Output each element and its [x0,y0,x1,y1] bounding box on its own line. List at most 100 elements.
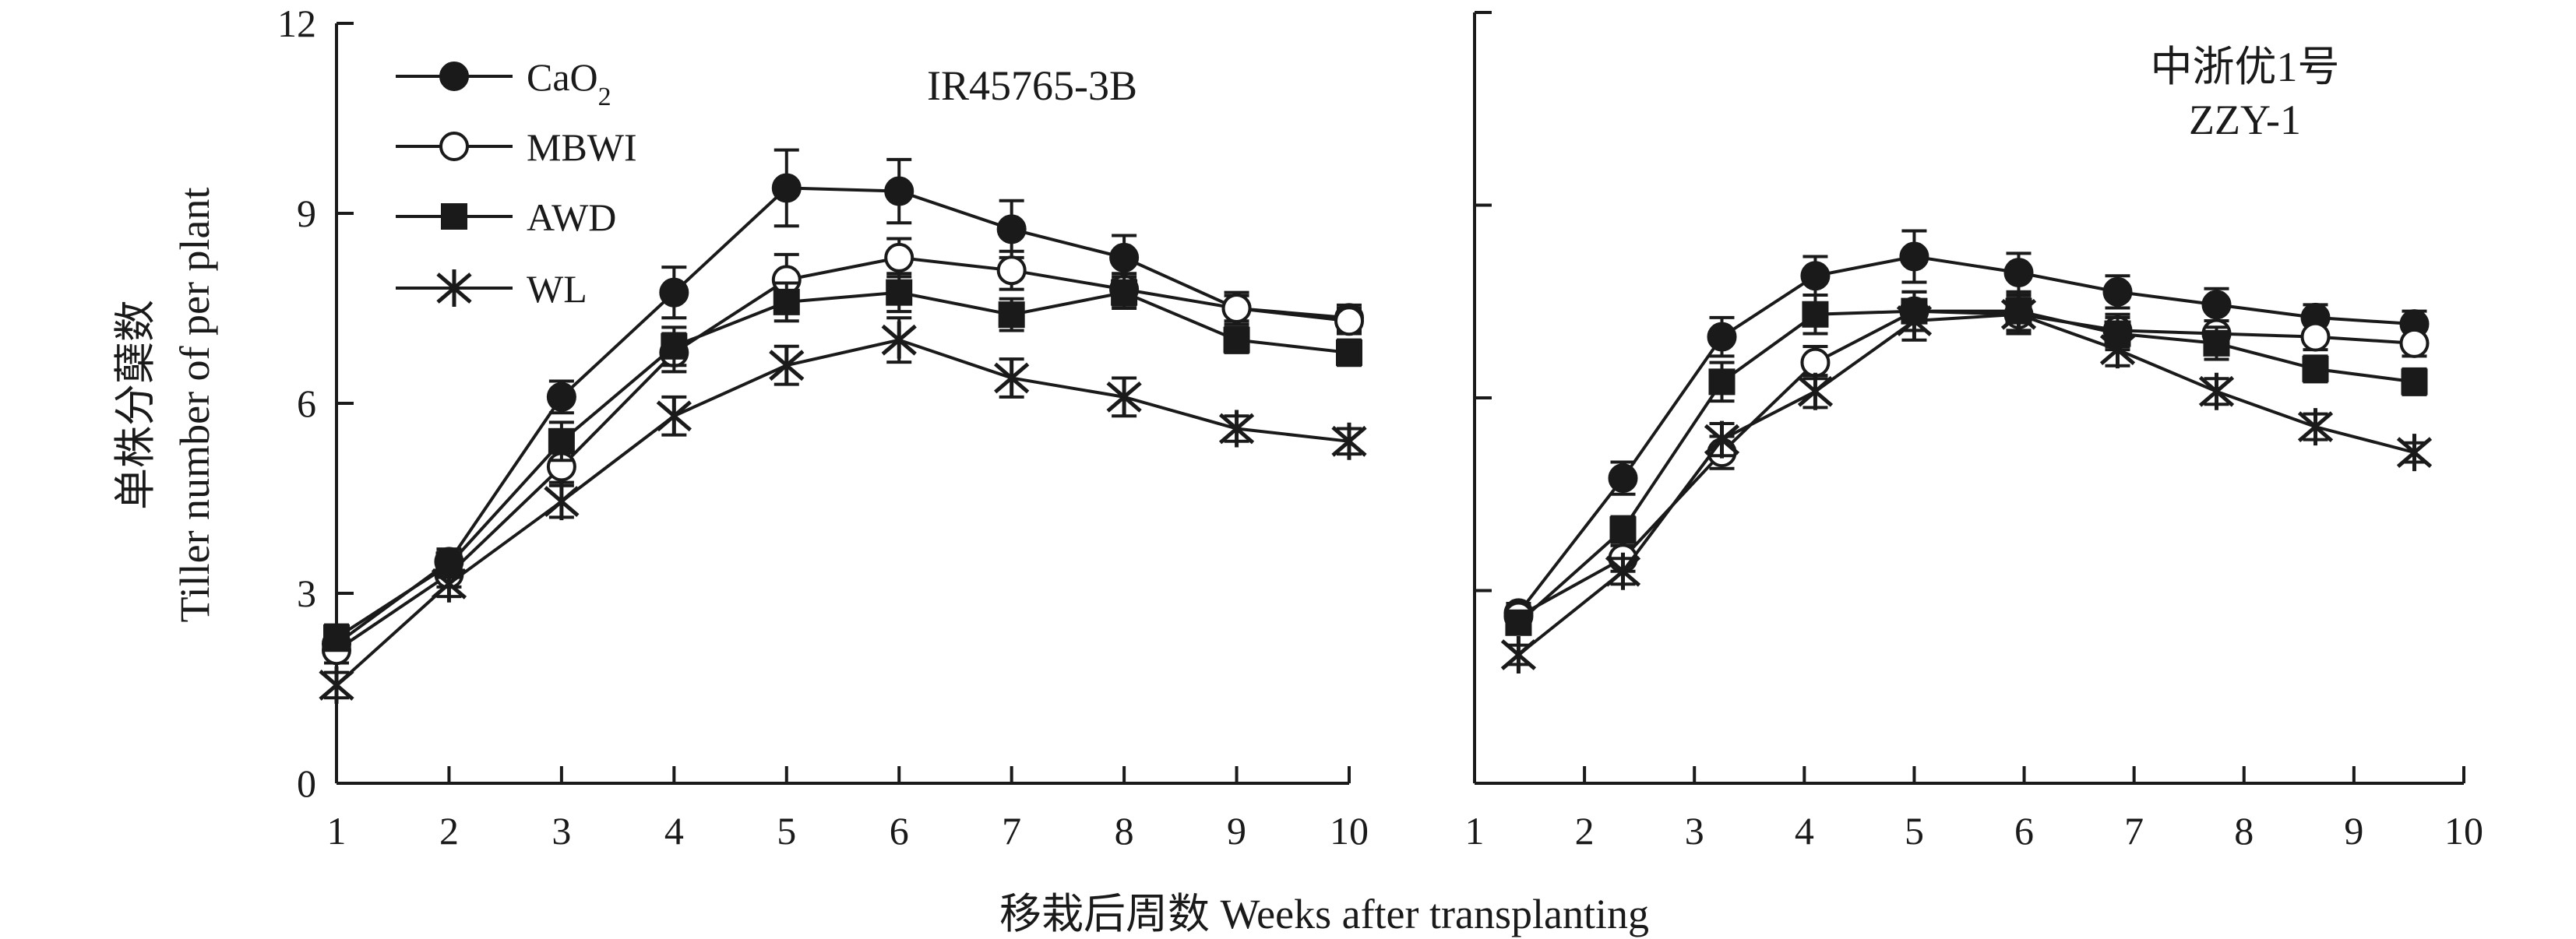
data-point-mbwi [1221,294,1252,323]
legend: CaO2 MBWI AWD WL [396,55,637,311]
data-point-wl [1605,552,1641,590]
right-axes [1473,11,2465,785]
data-point-awd [886,279,913,306]
x-tick-label: 4 [1795,809,1814,853]
data-point-cao2 [1608,463,1638,494]
data-point-awd [661,332,688,360]
data-point-wl [1218,410,1255,448]
data-point-cao2 [884,176,914,206]
series-wl [319,316,1367,704]
series-line-mbwi [335,255,1350,652]
legend-entry-cao2: CaO2 [396,55,611,111]
x-tick-label: 6 [890,809,909,853]
x-tick-label: 8 [1115,809,1134,853]
x-tick-label: 1 [1465,809,1485,853]
data-point-mbwi [1800,347,1831,378]
data-point-awd [1609,516,1637,543]
right-plot-area [1500,229,2433,673]
series-cao2 [1503,229,2430,628]
legend-label-wl: WL [527,267,587,311]
data-point-wl [1106,378,1142,416]
data-point-wl [1331,422,1367,460]
x-tick-label: 10 [1330,809,1369,853]
x-tick-label: 6 [2014,809,2034,853]
x-tick-label: 8 [2234,809,2254,853]
x-tick-label: 4 [664,809,684,853]
x-tick-label: 2 [1575,809,1595,853]
data-point-wl [994,359,1030,397]
data-point-wl [769,346,805,385]
data-point-wl [881,321,917,359]
series-wl [1500,294,2433,673]
series-line-mbwi [1517,309,2415,618]
left-plot-area [319,148,1367,704]
data-point-awd [1336,339,1362,366]
left-panel-title: IR45765-3B [927,62,1137,109]
data-point-awd [2302,355,2329,382]
series-line-wl [335,338,1350,687]
y-axis-label-zh: 单株分蘖数 [112,300,159,510]
data-point-cao2 [1899,241,1929,272]
data-point-mbwi [884,242,914,273]
data-point-wl [2000,295,2037,333]
series-cao2 [322,148,1364,659]
x-tick-label: 5 [777,809,796,853]
data-point-cao2 [1707,322,1737,352]
series-line-wl [1517,312,2416,656]
data-point-awd [323,624,350,651]
legend-entry-awd: AWD [396,195,616,239]
x-tick-label: 9 [1227,809,1246,853]
data-point-awd [1111,279,1138,306]
series-line-cao2 [1517,255,2415,614]
series-mbwi [1503,290,2430,631]
series-line-cao2 [335,186,1350,645]
data-point-wl [1704,420,1740,459]
y-axis-label-en: Tiller number of per plant [171,188,218,623]
data-point-cao2 [546,382,576,412]
data-point-wl [2297,408,2334,446]
data-point-wl [656,397,692,435]
x-tick-label: 9 [2344,809,2363,853]
x-tick-label: 2 [439,809,459,853]
legend-entry-mbwi: MBWI [396,125,637,169]
data-point-wl [319,666,354,704]
data-point-wl [2396,434,2433,472]
series-line-awd [335,290,1350,639]
series-mbwi [322,237,1364,666]
y-tick-label: 3 [297,571,316,615]
data-point-cao2 [1109,242,1140,273]
series-awd [1505,290,2428,636]
data-point-cao2 [2003,258,2034,288]
data-point-mbwi [2399,328,2430,358]
data-point-mbwi [2300,322,2331,352]
right-panel-title: ZZY-1 [2189,97,2301,143]
right-panel: 1 2 3 4 5 6 7 8 9 10 中浙优1号 ZZY-1 [1465,11,2484,853]
legend-label-mbwi: MBWI [527,125,637,169]
right-tick-labels: 1 2 3 4 5 6 7 8 9 10 [1465,809,2484,853]
legend-label-cao2: CaO2 [527,55,611,111]
legend-label-awd: AWD [527,195,616,239]
data-point-wl [1896,302,1933,339]
y-tick-label: 0 [297,761,316,805]
data-point-wl [544,483,580,521]
data-point-cao2 [771,173,802,203]
data-point-awd [773,288,800,315]
data-point-wl [1797,372,1834,410]
data-point-awd [1802,301,1829,328]
series-awd [323,272,1362,652]
data-point-awd [2401,368,2428,396]
x-tick-label: 7 [1002,809,1021,853]
data-point-cao2 [1800,261,1831,291]
x-tick-label: 1 [327,809,347,853]
right-panel-title-zh: 中浙优1号 [2151,44,2340,90]
data-point-awd [1223,326,1250,353]
data-point-awd [1505,609,1532,636]
x-axis-label: 移栽后周数 Weeks after transplanting [999,891,1649,937]
data-point-mbwi [996,255,1027,286]
data-point-cao2 [659,277,689,308]
series-line-awd [1517,309,2415,624]
data-point-cao2 [2102,276,2133,307]
